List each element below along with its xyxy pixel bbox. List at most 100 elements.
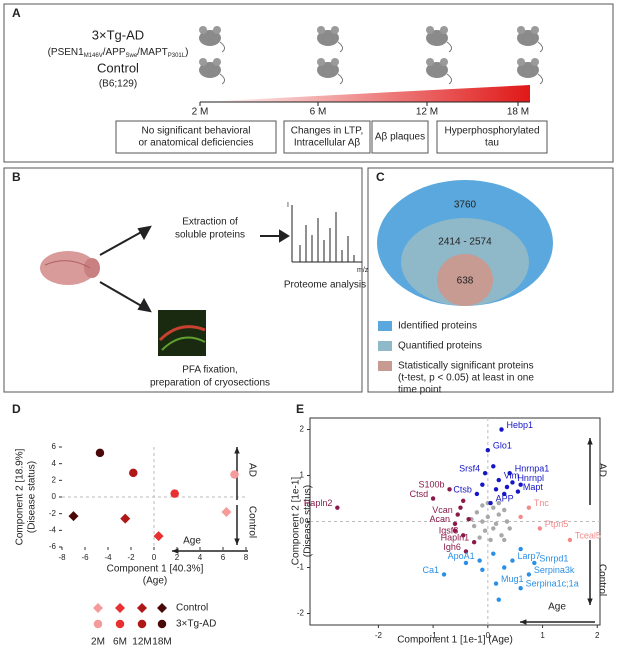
point-label: Tnc [534, 498, 550, 508]
x-axis-title: Component 1 [40.3%] [107, 564, 204, 575]
point-label: Acan [429, 514, 450, 524]
mouse-icon [316, 57, 344, 85]
point [496, 512, 501, 517]
x-tick-label: 2 [595, 631, 600, 640]
panel-label: A [12, 6, 21, 20]
timepoint: 6 M [310, 107, 327, 118]
genotype-part: M146V [84, 53, 103, 59]
control: Control [97, 60, 139, 75]
x-tick-label: -1 [430, 631, 438, 640]
timepoint: 12 M [416, 107, 438, 118]
step: soluble proteins [175, 230, 245, 241]
panel-label: B [12, 170, 21, 184]
point [491, 505, 496, 510]
point [504, 519, 510, 524]
y-tick-label: -2 [49, 509, 57, 518]
point [441, 572, 447, 577]
legend-swatch [378, 321, 392, 331]
panel-label: E [296, 402, 304, 416]
genotype-part: (PSEN1 [48, 47, 85, 58]
legend-swatch [378, 361, 392, 371]
mouse-icon [425, 57, 453, 85]
point [463, 560, 469, 566]
point [477, 558, 482, 563]
point [480, 482, 485, 487]
point [496, 597, 501, 602]
legend-marker [93, 619, 103, 629]
micrograph [158, 310, 206, 356]
x-tick-label: 8 [244, 553, 249, 562]
point-label: Serpina3k [534, 565, 575, 575]
phenotype: Intracellular Aβ [294, 138, 361, 149]
phenotype: Aβ plaques [375, 132, 425, 143]
arrow-label: AD [246, 463, 257, 477]
legend-marker [93, 603, 103, 613]
point-label: Mapt [523, 482, 544, 492]
phenotype: Changes in LTP, [291, 126, 363, 137]
genotype-part: ) [185, 47, 188, 58]
point-label: ApoA1 [448, 551, 475, 561]
point [230, 470, 239, 479]
legend-label: 3×Tg-AD [176, 619, 216, 630]
point-label: Tceal5 [575, 530, 601, 540]
point [95, 448, 105, 458]
point [496, 477, 501, 483]
point [335, 505, 340, 510]
y-axis-title: (Disease status) [27, 461, 38, 533]
point-label: Igh6 [443, 542, 461, 552]
control-background: (B6;129) [99, 79, 137, 90]
point [493, 521, 499, 527]
point-label: APP [496, 493, 514, 503]
legend-marker [115, 619, 125, 629]
significant-circle [437, 254, 493, 306]
legend-label: time point [398, 385, 442, 396]
count: 638 [457, 276, 474, 287]
point [488, 537, 493, 543]
x-tick-label: -4 [104, 553, 112, 562]
point [510, 480, 515, 485]
x-axis-title: (Age) [143, 576, 167, 587]
point [466, 516, 471, 522]
legend-marker [157, 603, 167, 613]
point-label: Ptpn5 [545, 519, 569, 529]
phenotype-box [371, 120, 429, 154]
y-tick-label: 1 [300, 471, 305, 480]
arrows [99, 225, 290, 313]
phenotype: or anatomical deficiencies [138, 138, 253, 149]
legend-age: 18M [152, 637, 171, 648]
y-tick-label: -6 [49, 542, 57, 551]
point [502, 565, 507, 570]
phenotype-box [283, 120, 371, 154]
point [518, 514, 523, 520]
genotype: (PSEN1M146V/APPSwe/MAPTP301L) [48, 47, 189, 59]
point-label: Igsf8 [439, 526, 459, 536]
point [515, 489, 521, 494]
arrow-head [234, 447, 240, 454]
y-axis-title: Component 2 [18.9%] [15, 448, 26, 545]
arrow-label: Age [183, 536, 201, 547]
mouse-icon [425, 25, 453, 53]
y-tick-label: 2 [300, 425, 305, 434]
legend-label: Control [176, 603, 208, 614]
point [504, 484, 510, 490]
point [482, 470, 488, 476]
point-label: Hapln1 [441, 533, 470, 543]
legend-label: (t-test, p < 0.05) at least in one [398, 373, 534, 384]
point [499, 533, 504, 538]
y-tick-label: 6 [52, 442, 57, 451]
point [452, 528, 458, 533]
y-tick-label: 0 [300, 517, 305, 526]
strain: 3×Tg-AD [92, 27, 144, 42]
point [488, 500, 493, 506]
age-wedge [200, 85, 530, 102]
legend-label: Quantified proteins [398, 341, 482, 352]
phenotype: Hyperphosphorylated [444, 126, 539, 137]
panel-label: D [12, 402, 21, 416]
point [526, 572, 532, 577]
point [458, 505, 463, 510]
point-label: Srsf4 [459, 464, 480, 474]
point [153, 531, 164, 542]
count: 2414 - 2574 [438, 237, 492, 248]
point [474, 510, 480, 515]
